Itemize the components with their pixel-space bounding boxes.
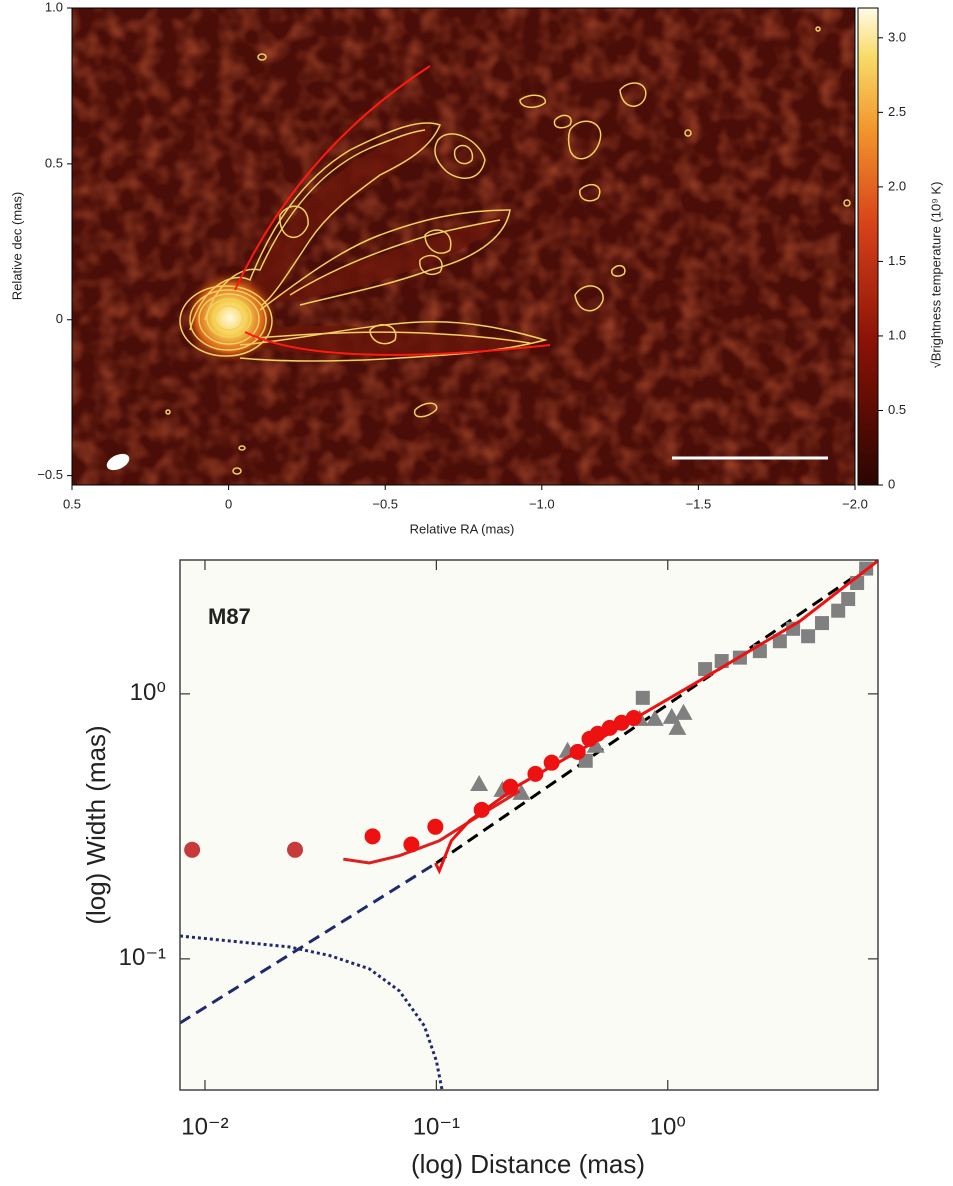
point: [645, 709, 664, 726]
point: [543, 754, 560, 771]
plot-frame: [179, 559, 879, 1091]
x-tick-label: 0.5: [63, 496, 81, 511]
x-axis-label: (log) Distance (mas): [411, 1149, 645, 1179]
fit-curves: [234, 65, 551, 356]
point: [364, 828, 381, 845]
radio-map: Relative RA (mas) Relative dec (mas) √Br…: [9, 0, 943, 536]
colorbar-tick-label: 2.0: [888, 178, 906, 193]
point: [613, 714, 630, 731]
y-tick-label: 10⁻¹: [119, 944, 166, 971]
colorbar-label: √Brightness temperature (10⁹ K): [928, 182, 943, 369]
point: [586, 736, 605, 753]
colorbar-tick-label: 0.5: [888, 402, 906, 417]
point: [841, 592, 856, 607]
colorbar-tick-label: 2.5: [888, 104, 906, 119]
y-tick-label: 0.5: [45, 155, 63, 170]
line: [180, 861, 438, 1025]
point: [287, 841, 304, 858]
core-glow: [182, 270, 278, 366]
point: [512, 783, 531, 800]
chart-title: M87: [208, 604, 251, 629]
colorbar-tick-label: 3.0: [888, 29, 906, 44]
map-content: [72, 8, 855, 485]
colorbar: [857, 7, 879, 486]
point: [831, 603, 846, 618]
point: [473, 801, 490, 818]
point: [470, 774, 489, 791]
contours: [165, 26, 851, 475]
y-tick-label: 1.0: [45, 0, 63, 14]
line: [434, 560, 878, 875]
x-axis-label: Relative RA (mas): [410, 521, 515, 536]
data-layer: [180, 560, 878, 1090]
x-tick-label: −0.5: [372, 496, 398, 511]
point: [801, 629, 816, 644]
y-tick-label: 0: [56, 311, 63, 326]
point: [589, 725, 606, 742]
point: [635, 690, 650, 705]
point: [668, 718, 687, 735]
point: [403, 836, 420, 853]
line: [435, 560, 878, 865]
x-tick-label: 0: [225, 496, 232, 511]
x-tick-label: 10⁰: [650, 1113, 686, 1140]
point: [427, 818, 444, 835]
point: [698, 662, 713, 677]
point: [502, 778, 519, 795]
x-tick-label: −1.5: [686, 496, 712, 511]
y-tick-label: 10⁰: [130, 679, 166, 706]
point: [786, 621, 801, 636]
point: [184, 841, 201, 858]
map-frame: [71, 7, 856, 486]
colorbar-tick-label: 0: [888, 476, 895, 491]
point: [772, 634, 787, 649]
line: [180, 934, 444, 1090]
point: [662, 707, 681, 724]
colorbar-tick-label: 1.5: [888, 253, 906, 268]
x-tick-label: −1.0: [529, 496, 555, 511]
point: [601, 719, 618, 736]
x-tick-label: 10⁻²: [181, 1113, 228, 1140]
x-tick-label: 10⁻¹: [413, 1113, 460, 1140]
point: [625, 709, 642, 726]
plot-area: 10⁻² 10⁻¹ 10⁰ 10⁻¹ 10⁰: [119, 559, 879, 1140]
y-axis-label: (log) Width (mas): [81, 725, 111, 924]
point: [569, 743, 586, 760]
point: [815, 616, 830, 631]
point: [674, 703, 693, 720]
y-axis-label: Relative dec (mas): [9, 192, 24, 300]
y-tick-label: −0.5: [37, 467, 63, 482]
point: [527, 765, 544, 782]
x-tick-label: −2.0: [842, 496, 868, 511]
colorbar-tick-label: 1.0: [888, 327, 906, 342]
beam: [106, 453, 130, 471]
